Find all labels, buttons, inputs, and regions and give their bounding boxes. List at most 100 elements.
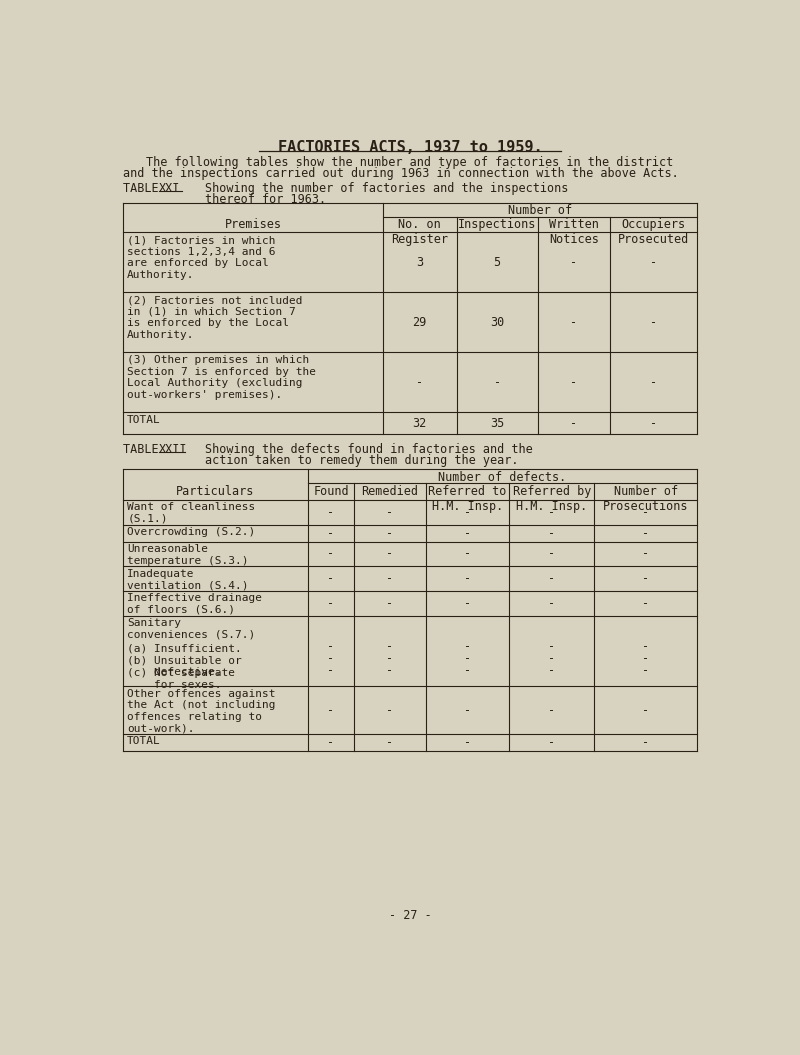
Text: -: - [548, 526, 555, 540]
Text: 35: 35 [490, 417, 504, 429]
Text: -: - [327, 652, 334, 665]
Text: -: - [327, 736, 334, 749]
Text: - 27 -: - 27 - [389, 909, 431, 922]
Text: -: - [464, 665, 471, 677]
Text: -: - [386, 736, 394, 749]
Text: -: - [327, 505, 334, 519]
Text: Found: Found [313, 484, 349, 498]
Text: -: - [570, 376, 578, 388]
Text: (2) Factories not included
in (1) in which Section 7
is enforced by the Local
Au: (2) Factories not included in (1) in whi… [127, 295, 302, 340]
Text: Ineffective drainage
of floors (S.6.): Ineffective drainage of floors (S.6.) [127, 593, 262, 615]
Text: Number of: Number of [508, 205, 572, 217]
Text: -: - [548, 597, 555, 610]
Text: Number of
Prosecutions: Number of Prosecutions [603, 484, 688, 513]
Text: (c) Not separate
    for sexes.: (c) Not separate for sexes. [127, 668, 235, 690]
Text: -: - [642, 526, 649, 540]
Text: -: - [386, 652, 394, 665]
Text: -: - [464, 572, 471, 586]
Text: -: - [386, 548, 394, 560]
Text: Particulars: Particulars [176, 484, 254, 498]
Text: No. on
Register: No. on Register [391, 218, 448, 246]
Text: -: - [464, 548, 471, 560]
Text: Referred to
H.M. Insp.: Referred to H.M. Insp. [428, 484, 506, 513]
Text: -: - [327, 572, 334, 586]
Text: -: - [386, 597, 394, 610]
Text: FACTORIES ACTS, 1937 to 1959.: FACTORIES ACTS, 1937 to 1959. [278, 139, 542, 155]
Text: Showing the number of factories and the inspections: Showing the number of factories and the … [205, 183, 568, 195]
Text: TABLE: TABLE [123, 183, 166, 195]
Text: -: - [386, 639, 394, 653]
Text: -: - [464, 505, 471, 519]
Text: -: - [548, 639, 555, 653]
Text: -: - [386, 526, 394, 540]
Text: -: - [464, 704, 471, 716]
Text: -: - [650, 376, 657, 388]
Text: (a) Insufficient.: (a) Insufficient. [127, 644, 242, 653]
Text: The following tables show the number and type of factories in the district: The following tables show the number and… [146, 156, 674, 169]
Text: -: - [464, 736, 471, 749]
Text: -: - [327, 597, 334, 610]
Text: -: - [464, 652, 471, 665]
Text: -: - [464, 597, 471, 610]
Text: (b) Unsuitable or
    defective.: (b) Unsuitable or defective. [127, 655, 242, 677]
Text: (1) Factories in which
sections 1,2,3,4 and 6
are enforced by Local
Authority.: (1) Factories in which sections 1,2,3,4 … [127, 235, 276, 280]
Text: Remedied: Remedied [362, 484, 418, 498]
Text: Unreasonable
temperature (S.3.): Unreasonable temperature (S.3.) [127, 544, 249, 565]
Text: -: - [570, 255, 578, 269]
Text: Inadequate
ventilation (S.4.): Inadequate ventilation (S.4.) [127, 569, 249, 590]
Text: -: - [548, 736, 555, 749]
Text: -: - [570, 417, 578, 429]
Text: 29: 29 [413, 315, 427, 329]
Text: -: - [386, 665, 394, 677]
Text: Other offences against
the Act (not including
offences relating to
out-work).: Other offences against the Act (not incl… [127, 689, 276, 733]
Text: XXI: XXI [159, 183, 180, 195]
Text: -: - [642, 736, 649, 749]
Text: 3: 3 [416, 255, 423, 269]
Text: TABLE: TABLE [123, 443, 166, 456]
Text: Referred by
H.M. Insp.: Referred by H.M. Insp. [513, 484, 591, 513]
Text: action taken to remedy them during the year.: action taken to remedy them during the y… [205, 454, 518, 467]
Text: -: - [464, 639, 471, 653]
Text: 32: 32 [413, 417, 427, 429]
Text: -: - [327, 526, 334, 540]
Text: 5: 5 [494, 255, 501, 269]
Text: -: - [548, 665, 555, 677]
Text: -: - [548, 652, 555, 665]
Text: -: - [650, 255, 657, 269]
Text: -: - [642, 652, 649, 665]
Text: -: - [548, 505, 555, 519]
Text: Overcrowding (S.2.): Overcrowding (S.2.) [127, 528, 255, 537]
Text: -: - [386, 572, 394, 586]
Text: XXII: XXII [159, 443, 187, 456]
Text: Occupiers
Prosecuted: Occupiers Prosecuted [618, 218, 689, 246]
Text: Sanitary
conveniences (S.7.): Sanitary conveniences (S.7.) [127, 618, 255, 639]
Text: thereof for 1963.: thereof for 1963. [205, 193, 326, 206]
Text: -: - [386, 704, 394, 716]
Text: TOTAL: TOTAL [127, 416, 161, 425]
Text: -: - [642, 548, 649, 560]
Text: -: - [386, 505, 394, 519]
Text: -: - [642, 597, 649, 610]
Text: -: - [642, 505, 649, 519]
Text: TOTAL: TOTAL [127, 736, 161, 747]
Text: -: - [642, 704, 649, 716]
Text: -: - [642, 572, 649, 586]
Text: -: - [464, 526, 471, 540]
Text: and the inspections carried out during 1963 in connection with the above Acts.: and the inspections carried out during 1… [123, 167, 679, 179]
Text: -: - [642, 665, 649, 677]
Text: Number of defects.: Number of defects. [438, 471, 566, 484]
Text: -: - [642, 639, 649, 653]
Text: -: - [548, 572, 555, 586]
Text: -: - [327, 704, 334, 716]
Text: Written
Notices: Written Notices [549, 218, 599, 246]
Text: -: - [650, 315, 657, 329]
Text: Premises: Premises [225, 218, 282, 231]
Text: Inspections: Inspections [458, 218, 536, 231]
Text: Want of cleanliness
(S.1.): Want of cleanliness (S.1.) [127, 502, 255, 524]
Text: Showing the defects found in factories and the: Showing the defects found in factories a… [205, 443, 532, 456]
Text: -: - [548, 704, 555, 716]
Text: (3) Other premises in which
Section 7 is enforced by the
Local Authority (exclud: (3) Other premises in which Section 7 is… [127, 356, 316, 400]
Text: -: - [327, 639, 334, 653]
Text: -: - [327, 665, 334, 677]
Text: 30: 30 [490, 315, 504, 329]
